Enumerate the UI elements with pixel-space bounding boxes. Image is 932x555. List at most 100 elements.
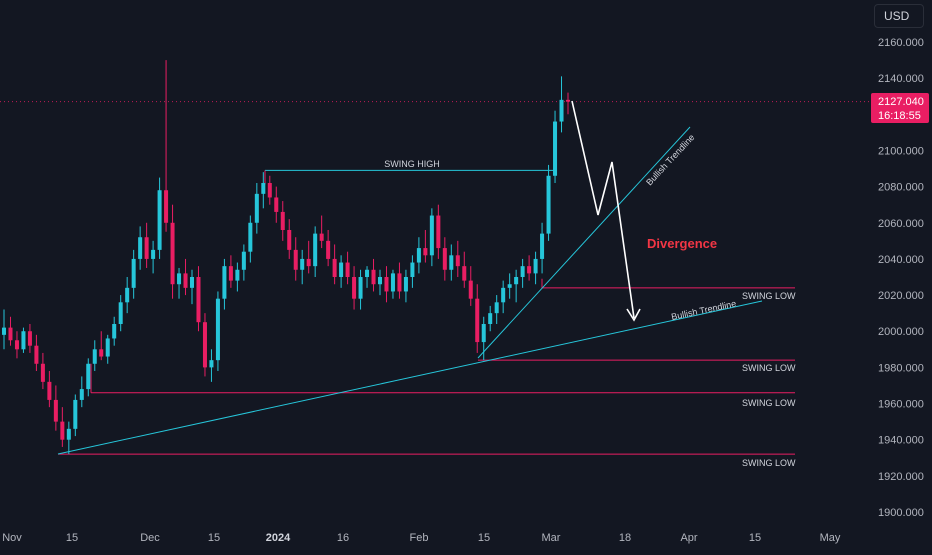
candle-body — [99, 349, 104, 357]
candle-body — [390, 273, 395, 292]
candle-body — [125, 287, 130, 303]
price-tick-label: 2140.000 — [878, 73, 924, 85]
candle-body — [345, 262, 350, 277]
candle-body — [449, 255, 454, 270]
candle-body — [40, 363, 45, 382]
price-tick-label: 1980.000 — [878, 362, 924, 374]
candle-body — [235, 269, 240, 281]
candle-body — [112, 324, 117, 339]
candle-body — [170, 222, 175, 285]
candle-body — [189, 277, 195, 288]
candle-body — [494, 302, 499, 314]
price-tick-label: 1900.000 — [878, 507, 924, 519]
candle-body — [358, 277, 363, 299]
candle-body — [267, 183, 272, 198]
candle-body — [565, 99, 571, 102]
time-tick-label: Mar — [542, 532, 561, 544]
candle-body — [488, 313, 493, 324]
candle-body — [300, 258, 305, 270]
candle-body — [455, 255, 460, 267]
time-tick-label: May — [820, 532, 841, 544]
candle-body — [326, 240, 331, 259]
countdown-value: 16:18:55 — [878, 110, 921, 122]
short-bullish-trendline[interactable] — [477, 126, 691, 359]
candle-body — [332, 258, 337, 277]
candle-body — [546, 175, 551, 234]
currency-button[interactable]: USD — [874, 4, 924, 28]
candle-body — [79, 389, 84, 400]
projection-arrowhead — [626, 308, 641, 322]
candle-body — [1, 327, 7, 335]
candle-body — [222, 266, 227, 299]
price-tick-label: 2000.000 — [878, 326, 924, 338]
candle-body — [105, 338, 110, 357]
candle-body — [527, 266, 532, 274]
candle-body — [274, 197, 279, 212]
time-tick-label: 15 — [749, 532, 761, 544]
candle-body — [8, 327, 13, 341]
candle-body — [164, 190, 169, 223]
candle-body — [365, 269, 370, 277]
candle-body — [228, 266, 233, 281]
candle-body — [183, 273, 188, 288]
price-tick-label: 2160.000 — [878, 37, 924, 49]
candle-body — [442, 248, 447, 270]
candle-body — [416, 248, 421, 263]
candle-body — [306, 258, 311, 267]
divergence-label: Divergence — [647, 236, 717, 251]
candle-body — [118, 302, 123, 324]
swing-low-label: SWING LOW — [742, 458, 796, 468]
swing-low-label: SWING LOW — [742, 363, 796, 373]
projection-path[interactable] — [571, 100, 635, 319]
price-tick-label: 1920.000 — [878, 471, 924, 483]
candle-body — [248, 222, 253, 252]
candle-body — [436, 215, 441, 249]
candle-body — [520, 266, 525, 277]
candle-body — [144, 237, 149, 259]
candle-body — [403, 277, 408, 292]
candle-body — [131, 258, 136, 288]
time-tick-label: 15 — [478, 532, 490, 544]
candle-body — [501, 287, 506, 303]
candle-body — [481, 324, 486, 343]
candle-body — [202, 322, 207, 368]
candle-body — [371, 269, 376, 285]
candle-body — [177, 273, 182, 285]
price-tick-label: 2100.000 — [878, 145, 924, 157]
time-tick-label: 16 — [337, 532, 349, 544]
candle-body — [352, 277, 357, 299]
candle-body — [86, 363, 91, 390]
price-tick-label: 2080.000 — [878, 182, 924, 194]
candle-body — [92, 349, 97, 364]
current-price-tag — [871, 93, 929, 123]
price-tick-label: 1960.000 — [878, 399, 924, 411]
time-tick-label: Apr — [680, 532, 697, 544]
candle-body — [27, 331, 32, 346]
candle-body — [423, 248, 428, 256]
candle-body — [209, 360, 214, 368]
candle-body — [21, 331, 26, 350]
candle-body — [293, 249, 298, 270]
swing-low-label: SWING LOW — [742, 398, 796, 408]
candle-body — [14, 340, 19, 350]
price-tick-label: 2020.000 — [878, 290, 924, 302]
time-tick-label: Nov — [2, 532, 22, 544]
candle-body — [410, 262, 415, 277]
long-bullish-trendline[interactable] — [57, 300, 763, 455]
time-tick-label: 18 — [619, 532, 631, 544]
candle-body — [540, 233, 545, 259]
candle-body — [261, 183, 266, 194]
time-tick-label: Dec — [140, 532, 160, 544]
price-tick-label: 2040.000 — [878, 254, 924, 266]
candle-body — [339, 262, 344, 277]
candle-body — [215, 298, 220, 361]
candle-body — [553, 121, 558, 176]
candle-body — [514, 277, 519, 285]
time-tick-label: Feb — [410, 532, 429, 544]
price-tick-label: 1940.000 — [878, 435, 924, 447]
candle-body — [196, 277, 201, 323]
candle-body — [462, 266, 467, 281]
current-price-value: 2127.040 — [878, 96, 924, 108]
